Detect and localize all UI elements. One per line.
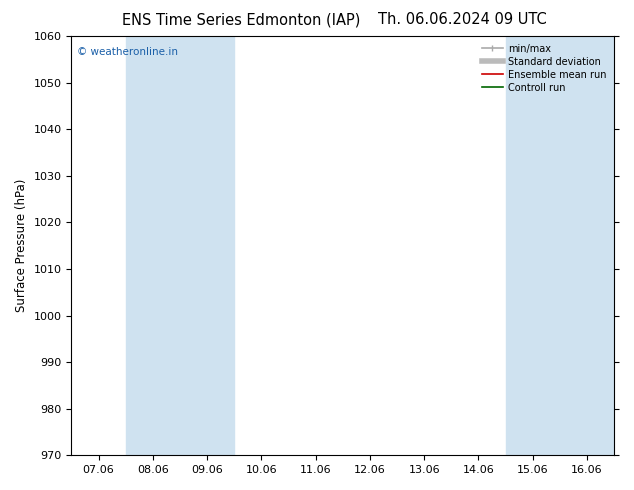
Text: Th. 06.06.2024 09 UTC: Th. 06.06.2024 09 UTC: [378, 12, 547, 27]
Bar: [505, 36, 614, 455]
Bar: [126, 36, 234, 455]
Text: © weatheronline.in: © weatheronline.in: [77, 47, 178, 57]
Y-axis label: Surface Pressure (hPa): Surface Pressure (hPa): [15, 179, 28, 313]
Text: ENS Time Series Edmonton (IAP): ENS Time Series Edmonton (IAP): [122, 12, 360, 27]
Legend: min/max, Standard deviation, Ensemble mean run, Controll run: min/max, Standard deviation, Ensemble me…: [479, 41, 609, 96]
